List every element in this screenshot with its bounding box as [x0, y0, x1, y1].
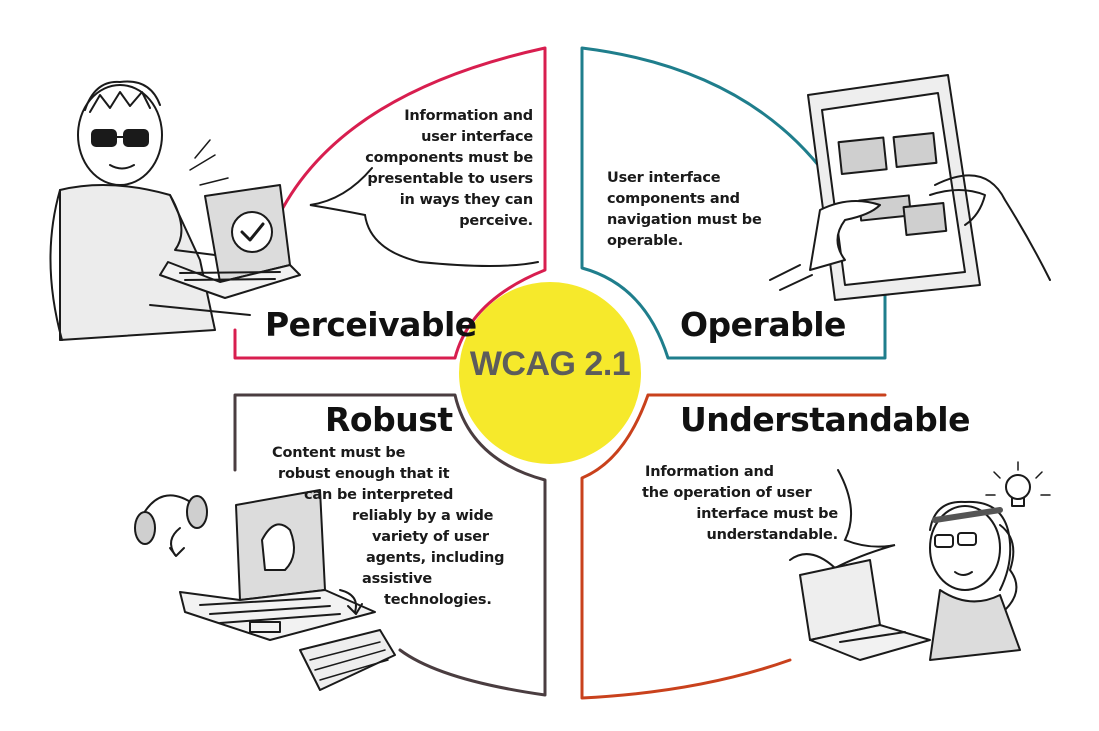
- description-line: presentable to users: [367, 171, 533, 187]
- description-line: operable.: [607, 233, 684, 249]
- description-line: components and: [607, 191, 740, 207]
- description-line: Content must be: [272, 445, 406, 461]
- description-line: agents, including: [366, 550, 505, 566]
- perceivable-quadrant-border: [233, 46, 547, 360]
- operable-description: User interface components and navigation…: [607, 168, 762, 252]
- description-line: User interface: [607, 170, 721, 186]
- center-circle: [459, 282, 641, 464]
- operable-heading: Operable: [680, 305, 846, 344]
- description-line: robust enough that it: [278, 466, 450, 482]
- description-line: assistive: [362, 571, 433, 587]
- understandable-heading: Understandable: [680, 400, 970, 439]
- perceivable-speech-bubble: [309, 167, 539, 267]
- description-line: interface must be: [696, 506, 838, 522]
- description-line: variety of user: [372, 529, 489, 545]
- understandable-quadrant-border: [580, 393, 887, 700]
- robust-heading: Robust: [325, 400, 453, 439]
- description-line: understandable.: [706, 527, 838, 543]
- description-line: can be interpreted: [304, 487, 454, 503]
- description-line: Information and: [645, 464, 774, 480]
- description-line: navigation must be: [607, 212, 762, 228]
- description-line: user interface: [421, 129, 533, 145]
- laptop-headphones-keyboard-illustration: [134, 489, 396, 691]
- description-line: Information and: [404, 108, 533, 124]
- center-title: WCAG 2.1: [469, 345, 631, 383]
- description-line: technologies.: [384, 592, 492, 608]
- description-line: perceive.: [459, 213, 533, 229]
- description-line: in ways they can: [399, 192, 533, 208]
- understandable-description: Information and the operation of user in…: [642, 462, 838, 546]
- hands-using-tablet-illustration: [769, 74, 1051, 301]
- perceivable-heading: Perceivable: [265, 305, 477, 344]
- robust-quadrant-border: [233, 393, 547, 697]
- person-with-sunglasses-at-laptop-illustration: [49, 80, 301, 341]
- person-with-lightbulb-at-laptop-illustration: [799, 461, 1051, 661]
- understandable-speech-bubble: [789, 469, 896, 570]
- description-line: the operation of user: [642, 485, 812, 501]
- perceivable-description: Information and user interface component…: [355, 106, 533, 232]
- description-line: components must be: [365, 150, 533, 166]
- description-line: reliably by a wide: [352, 508, 494, 524]
